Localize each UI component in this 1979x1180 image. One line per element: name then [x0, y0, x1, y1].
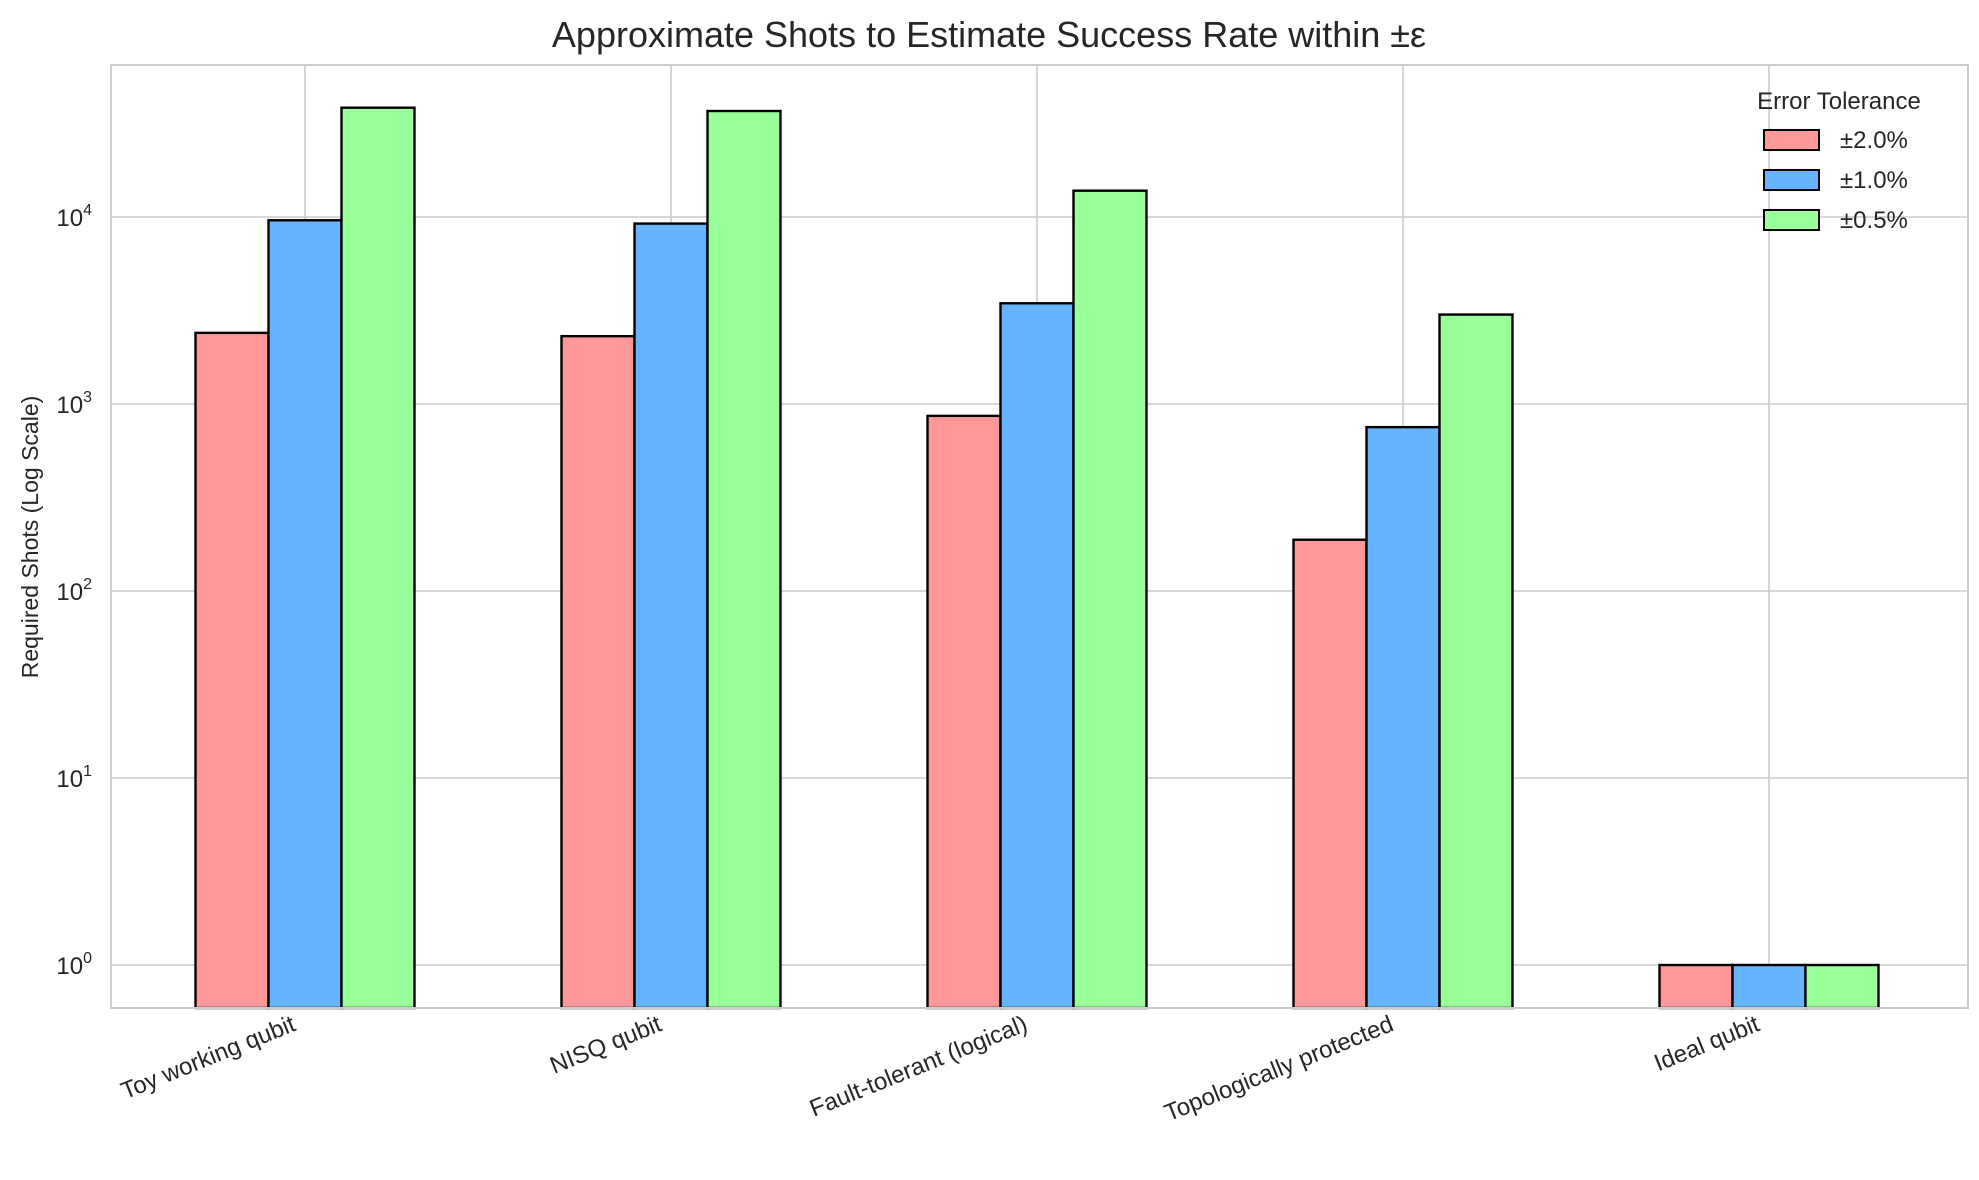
y-tick-exponent: 3 — [83, 389, 92, 406]
y-tick-base: 10 — [56, 579, 83, 606]
y-tick-exponent: 4 — [83, 202, 92, 219]
y-tick-label: 104 — [56, 202, 92, 232]
y-tick-label: 100 — [56, 950, 92, 980]
bar — [1804, 963, 1880, 1010]
plot-frame — [110, 64, 1969, 1009]
y-tick-exponent: 0 — [83, 950, 92, 967]
y-tick-label: 103 — [56, 389, 92, 419]
y-tick-label: 102 — [56, 576, 92, 606]
x-tick-label: Toy working qubit — [117, 1010, 299, 1105]
bar — [1658, 963, 1734, 1010]
bar — [340, 106, 416, 1010]
y-tick-base: 10 — [56, 205, 83, 232]
x-tick-label: NISQ qubit — [546, 1010, 665, 1079]
legend-swatch — [1763, 169, 1820, 191]
chart-title: Approximate Shots to Estimate Success Ra… — [552, 14, 1426, 55]
legend-label: ±0.5% — [1840, 207, 1908, 234]
legend: Error Tolerance ±2.0% ±1.0% ±0.5% — [1757, 88, 1921, 234]
y-axis-label: Required Shots (Log Scale) — [17, 396, 43, 679]
bar — [633, 222, 709, 1010]
bar — [194, 331, 270, 1010]
legend-label: ±1.0% — [1840, 167, 1908, 194]
bar — [1072, 189, 1148, 1010]
bar — [267, 219, 343, 1010]
y-tick-label: 101 — [56, 763, 92, 793]
bar — [706, 109, 782, 1010]
bar — [1292, 538, 1368, 1010]
bar — [1365, 425, 1441, 1010]
legend-label: ±2.0% — [1840, 127, 1908, 154]
bar — [999, 302, 1075, 1010]
y-tick-base: 10 — [56, 953, 83, 980]
x-tick-label: Fault-tolerant (logical) — [806, 1011, 1031, 1123]
y-tick-exponent: 2 — [83, 576, 92, 593]
bar — [560, 334, 636, 1010]
x-axis-ticks: Toy working qubit NISQ qubit Fault-toleran… — [117, 1010, 1763, 1127]
legend-swatch — [1763, 129, 1820, 151]
legend-title: Error Tolerance — [1757, 88, 1921, 115]
y-tick-base: 10 — [56, 392, 83, 419]
x-tick-label: Ideal qubit — [1650, 1010, 1763, 1077]
y-tick-exponent: 1 — [83, 763, 92, 780]
bar — [1438, 313, 1514, 1010]
x-tick-label: Topologically protected — [1161, 1011, 1397, 1127]
bar — [1731, 963, 1807, 1010]
y-tick-base: 10 — [56, 766, 83, 793]
bar — [926, 414, 1002, 1010]
legend-swatch — [1763, 209, 1820, 231]
